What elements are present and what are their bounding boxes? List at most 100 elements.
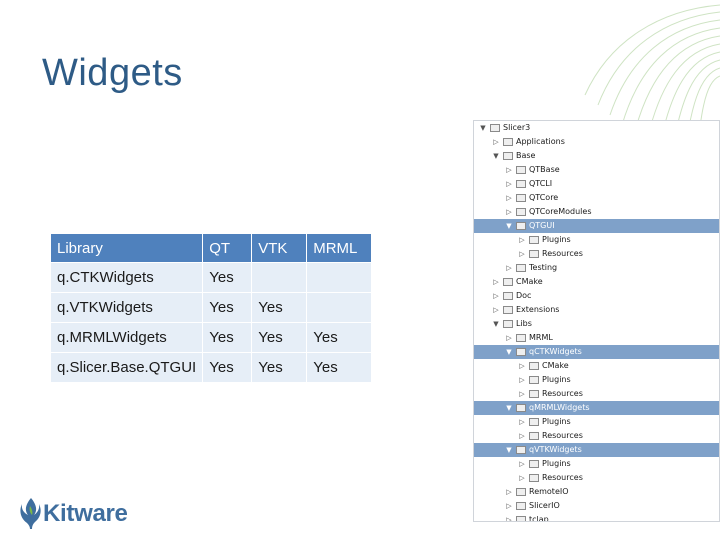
triangle-right-icon[interactable]: ▷ [519, 390, 525, 398]
folder-icon [503, 292, 513, 300]
cell-qt: Yes [202, 262, 253, 293]
tree-item[interactable]: ▷ Resources [474, 387, 719, 401]
triangle-right-icon[interactable]: ▷ [506, 502, 512, 510]
triangle-right-icon[interactable]: ▷ [519, 432, 525, 440]
tree-item[interactable]: ▼ qMRMLWidgets [474, 401, 719, 415]
table-row: q.Slicer.Base.QTGUI Yes Yes Yes [49, 352, 373, 383]
tree-item[interactable]: ▷ SlicerIO [474, 499, 719, 513]
cell-mrml: Yes [306, 352, 373, 383]
triangle-right-icon[interactable]: ▷ [519, 250, 525, 258]
triangle-right-icon[interactable]: ▷ [506, 180, 512, 188]
triangle-right-icon[interactable]: ▷ [519, 236, 525, 244]
triangle-right-icon[interactable]: ▷ [506, 264, 512, 272]
tree-item[interactable]: ▷ Doc [474, 289, 719, 303]
tree-item-label: QTBase [529, 165, 560, 174]
kitware-logo-icon [20, 498, 41, 529]
triangle-right-icon[interactable]: ▷ [506, 194, 512, 202]
tree-item-label: Resources [542, 431, 583, 440]
tree-item[interactable]: ▷ Resources [474, 247, 719, 261]
slide-title: Widgets [42, 52, 183, 94]
tree-item[interactable]: ▷ Plugins [474, 415, 719, 429]
triangle-down-icon[interactable]: ▼ [493, 320, 499, 328]
tree-item[interactable]: ▷ MRML [474, 331, 719, 345]
triangle-right-icon[interactable]: ▷ [519, 474, 525, 482]
folder-icon [516, 166, 526, 174]
triangle-down-icon[interactable]: ▼ [493, 152, 499, 160]
folder-icon [529, 432, 539, 440]
tree-item-label: Resources [542, 249, 583, 258]
tree-item[interactable]: ▼ qCTKWidgets [474, 345, 719, 359]
tree-item-label: RemoteIO [529, 487, 569, 496]
triangle-right-icon[interactable]: ▷ [519, 376, 525, 384]
tree-item-label: CMake [516, 277, 543, 286]
tree-item-label: Plugins [542, 459, 571, 468]
tree-item-label: Libs [516, 319, 532, 328]
logo-text: Kitware [43, 500, 128, 527]
folder-icon [490, 124, 500, 132]
triangle-right-icon[interactable]: ▷ [493, 292, 499, 300]
tree-item[interactable]: ▷ Applications [474, 135, 719, 149]
folder-icon [503, 320, 513, 328]
tree-item[interactable]: ▼ qVTKWidgets [474, 443, 719, 457]
tree-item[interactable]: ▷ Resources [474, 429, 719, 443]
tree-item[interactable]: ▷ Extensions [474, 303, 719, 317]
triangle-right-icon[interactable]: ▷ [493, 138, 499, 146]
folder-icon [516, 264, 526, 272]
triangle-right-icon[interactable]: ▷ [519, 418, 525, 426]
triangle-right-icon[interactable]: ▷ [519, 362, 525, 370]
cell-mrml [306, 292, 373, 323]
cell-vtk: Yes [251, 352, 308, 383]
triangle-right-icon[interactable]: ▷ [519, 460, 525, 468]
tree-item[interactable]: ▷ QTCoreModules [474, 205, 719, 219]
triangle-right-icon[interactable]: ▷ [493, 306, 499, 314]
folder-icon [529, 362, 539, 370]
tree-item[interactable]: ▼ Libs [474, 317, 719, 331]
tree-item[interactable]: ▷ CMake [474, 359, 719, 373]
folder-icon [516, 516, 526, 521]
tree-item[interactable]: ▷ Resources [474, 471, 719, 485]
tree-item[interactable]: ▷ QTCLI [474, 177, 719, 191]
tree-item[interactable]: ▼ Slicer3 [474, 121, 719, 135]
folder-icon [529, 250, 539, 258]
tree-item[interactable]: ▷ Plugins [474, 373, 719, 387]
tree-item-label: Resources [542, 473, 583, 482]
folder-icon [516, 180, 526, 188]
tree-item[interactable]: ▷ CMake [474, 275, 719, 289]
tree-item[interactable]: ▼ Base [474, 149, 719, 163]
tree-item-label: Base [516, 151, 536, 160]
triangle-right-icon[interactable]: ▷ [506, 334, 512, 342]
header-qt: QT [202, 233, 253, 263]
tree-item[interactable]: ▷ Testing [474, 261, 719, 275]
triangle-right-icon[interactable]: ▷ [506, 166, 512, 174]
triangle-down-icon[interactable]: ▼ [506, 348, 512, 356]
source-tree-screenshot: ▼ Slicer3 ▷ Applications ▼ Base ▷ QTBase ▷ QTCLI ▷… [473, 120, 720, 522]
tree-item-label: QTGUI [529, 221, 555, 230]
tree-item-label: MRML [529, 333, 553, 342]
tree-item[interactable]: ▷ Plugins [474, 457, 719, 471]
folder-icon [529, 460, 539, 468]
tree-item-label: QTCoreModules [529, 207, 592, 216]
cell-library: q.MRMLWidgets [49, 322, 204, 353]
folder-icon [529, 390, 539, 398]
triangle-down-icon[interactable]: ▼ [506, 446, 512, 454]
tree-item[interactable]: ▷ QTCore [474, 191, 719, 205]
tree-item[interactable]: ▷ Plugins [474, 233, 719, 247]
triangle-right-icon[interactable]: ▷ [506, 516, 512, 522]
tree-item[interactable]: ▷ RemoteIO [474, 485, 719, 499]
tree-item[interactable]: ▼ QTGUI [474, 219, 719, 233]
triangle-right-icon[interactable]: ▷ [493, 278, 499, 286]
tree-item-label: Applications [516, 137, 565, 146]
tree-item-label: Resources [542, 389, 583, 398]
triangle-down-icon[interactable]: ▼ [480, 124, 486, 132]
triangle-down-icon[interactable]: ▼ [506, 404, 512, 412]
folder-icon [529, 418, 539, 426]
cell-vtk: Yes [251, 292, 308, 323]
folder-icon [516, 488, 526, 496]
tree-item[interactable]: ▷ tclap [474, 513, 719, 522]
folder-icon [503, 278, 513, 286]
tree-item[interactable]: ▷ QTBase [474, 163, 719, 177]
triangle-down-icon[interactable]: ▼ [506, 222, 512, 230]
triangle-right-icon[interactable]: ▷ [506, 208, 512, 216]
triangle-right-icon[interactable]: ▷ [506, 488, 512, 496]
folder-icon [516, 208, 526, 216]
